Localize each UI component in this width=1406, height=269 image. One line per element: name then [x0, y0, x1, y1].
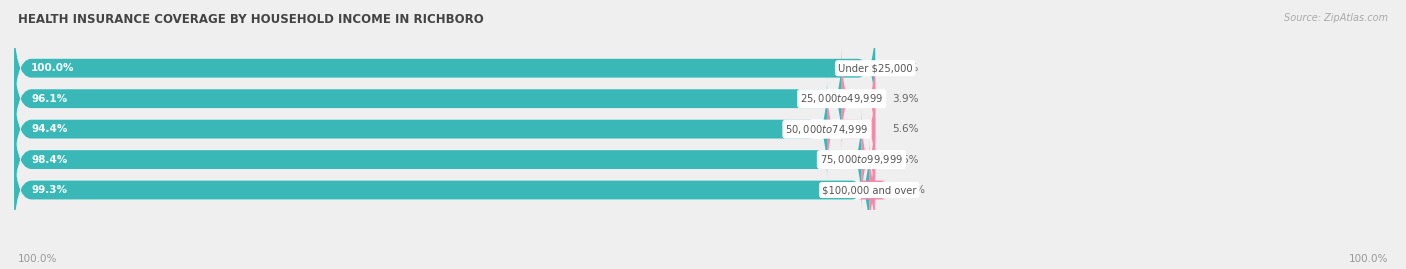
- Text: 0.66%: 0.66%: [893, 185, 925, 195]
- Text: 94.4%: 94.4%: [31, 124, 67, 134]
- Text: $100,000 and over: $100,000 and over: [823, 185, 917, 195]
- FancyBboxPatch shape: [858, 108, 879, 211]
- Text: Under $25,000: Under $25,000: [838, 63, 912, 73]
- FancyBboxPatch shape: [858, 139, 886, 242]
- FancyBboxPatch shape: [14, 47, 842, 150]
- FancyBboxPatch shape: [827, 78, 875, 180]
- Text: $50,000 to $74,999: $50,000 to $74,999: [786, 123, 869, 136]
- Text: 100.0%: 100.0%: [1348, 254, 1388, 264]
- FancyBboxPatch shape: [14, 108, 875, 211]
- Text: 3.9%: 3.9%: [893, 94, 920, 104]
- Text: 1.6%: 1.6%: [893, 155, 920, 165]
- FancyBboxPatch shape: [14, 17, 875, 120]
- FancyBboxPatch shape: [14, 139, 875, 242]
- Text: 5.6%: 5.6%: [893, 124, 920, 134]
- Text: Source: ZipAtlas.com: Source: ZipAtlas.com: [1284, 13, 1388, 23]
- FancyBboxPatch shape: [14, 17, 875, 120]
- Text: 98.4%: 98.4%: [31, 155, 67, 165]
- Text: $25,000 to $49,999: $25,000 to $49,999: [800, 92, 883, 105]
- FancyBboxPatch shape: [14, 78, 827, 180]
- Text: 100.0%: 100.0%: [18, 254, 58, 264]
- Text: 99.3%: 99.3%: [31, 185, 67, 195]
- FancyBboxPatch shape: [14, 78, 875, 180]
- Text: HEALTH INSURANCE COVERAGE BY HOUSEHOLD INCOME IN RICHBORO: HEALTH INSURANCE COVERAGE BY HOUSEHOLD I…: [18, 13, 484, 26]
- Text: $75,000 to $99,999: $75,000 to $99,999: [820, 153, 903, 166]
- FancyBboxPatch shape: [14, 108, 862, 211]
- FancyBboxPatch shape: [14, 139, 869, 242]
- FancyBboxPatch shape: [842, 47, 875, 150]
- Text: 0.0%: 0.0%: [893, 63, 918, 73]
- Text: 96.1%: 96.1%: [31, 94, 67, 104]
- FancyBboxPatch shape: [14, 47, 875, 150]
- Text: 100.0%: 100.0%: [31, 63, 75, 73]
